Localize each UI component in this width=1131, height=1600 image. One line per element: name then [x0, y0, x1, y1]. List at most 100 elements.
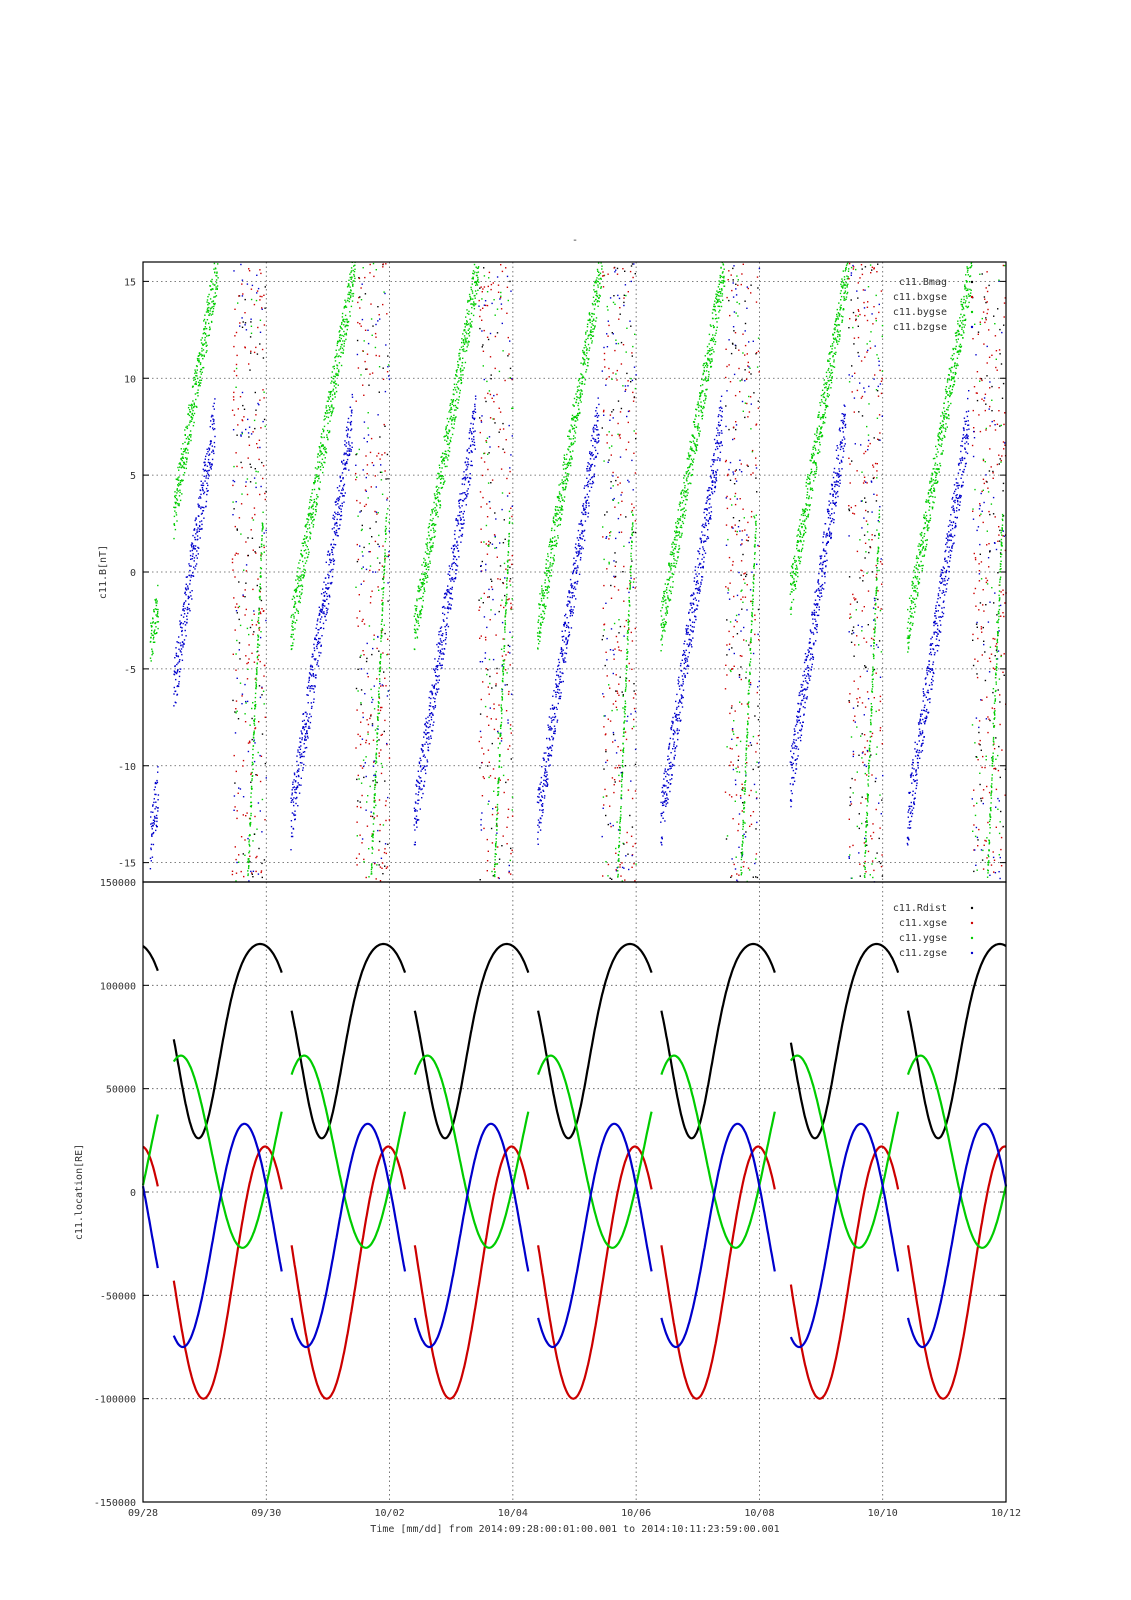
point-c11.bzgse — [424, 765, 426, 768]
point-c11.bzgse — [257, 287, 260, 290]
point-c11.bygse — [236, 710, 238, 712]
point-c11.bygse — [509, 728, 512, 730]
point-c11.bzgse — [174, 671, 176, 673]
point-c11.Bmag — [487, 669, 489, 671]
point-c11.bygse — [434, 530, 437, 532]
point-c11.bzgse — [177, 668, 179, 671]
point-c11.bzgse — [153, 819, 155, 821]
point-c11.bzgse — [322, 599, 324, 601]
point-c11.bzgse — [321, 610, 323, 612]
point-c11.bzgse — [233, 480, 236, 483]
point-c11.bzgse — [259, 636, 262, 639]
point-c11.bygse — [422, 581, 424, 584]
point-c11.bxgse — [490, 586, 493, 588]
point-c11.Bmag — [254, 468, 256, 470]
point-c11.bygse — [561, 479, 563, 481]
point-c11.bygse — [385, 527, 387, 530]
point-c11.bxgse — [231, 870, 234, 872]
point-c11.bxgse — [241, 419, 244, 422]
point-c11.bzgse — [309, 721, 312, 724]
point-c11.bzgse — [501, 665, 503, 667]
point-c11.bxgse — [499, 578, 501, 581]
point-c11.bygse — [335, 355, 338, 357]
point-c11.bygse — [547, 555, 549, 558]
point-c11.bygse — [249, 818, 252, 820]
point-c11.bzgse — [423, 754, 425, 756]
point-c11.bygse — [501, 699, 503, 701]
point-c11.bygse — [545, 567, 548, 569]
point-c11.bzgse — [465, 457, 468, 459]
point-c11.bzgse — [236, 861, 238, 864]
point-c11.bxgse — [374, 332, 377, 335]
point-c11.bygse — [505, 596, 508, 598]
point-c11.bxgse — [259, 493, 261, 496]
point-c11.bzgse — [248, 426, 251, 428]
point-c11.bygse — [497, 808, 499, 810]
point-c11.bygse — [424, 575, 426, 578]
point-c11.bzgse — [177, 641, 179, 644]
point-c11.bzgse — [448, 571, 450, 573]
point-c11.bxgse — [356, 821, 358, 823]
point-c11.bxgse — [232, 569, 234, 571]
point-c11.bzgse — [152, 843, 155, 846]
point-c11.bzgse — [561, 636, 563, 638]
point-c11.bzgse — [192, 572, 194, 574]
point-c11.bygse — [372, 833, 374, 836]
point-c11.bxgse — [366, 825, 369, 827]
point-c11.Bmag — [356, 560, 359, 563]
point-c11.bzgse — [562, 680, 564, 683]
point-c11.bygse — [495, 834, 497, 836]
point-c11.bzgse — [198, 524, 201, 527]
point-c11.bzgse — [466, 494, 468, 496]
point-c11.bygse — [387, 508, 389, 510]
point-c11.bzgse — [448, 607, 450, 609]
point-c11.bzgse — [422, 744, 424, 746]
point-c11.bygse — [495, 822, 498, 825]
point-c11.bzgse — [290, 849, 292, 851]
point-c11.bzgse — [346, 426, 348, 428]
point-c11.bzgse — [295, 787, 297, 789]
point-c11.bzgse — [489, 707, 491, 709]
point-c11.bygse — [173, 515, 176, 518]
point-c11.bxgse — [362, 384, 364, 386]
point-c11.bzgse — [465, 469, 467, 471]
point-c11.bygse — [551, 540, 553, 543]
point-c11.bzgse — [480, 824, 482, 826]
point-c11.bzgse — [427, 716, 429, 718]
point-c11.bzgse — [444, 596, 447, 598]
point-c11.bzgse — [556, 691, 559, 693]
point-c11.bygse — [542, 593, 544, 595]
point-c11.bxgse — [355, 400, 357, 402]
point-c11.bzgse — [475, 398, 477, 400]
point-c11.bxgse — [263, 675, 265, 677]
point-c11.bzgse — [464, 493, 467, 496]
point-c11.bzgse — [546, 737, 548, 740]
point-c11.bzgse — [433, 684, 436, 686]
point-c11.bygse — [548, 580, 551, 583]
point-c11.bygse — [299, 585, 302, 587]
point-c11.Bmag — [387, 355, 389, 357]
point-c11.bygse — [178, 484, 181, 486]
point-c11.bzgse — [469, 445, 472, 447]
point-c11.bygse — [451, 426, 453, 429]
point-c11.bygse — [551, 541, 553, 543]
point-c11.bzgse — [186, 585, 189, 587]
point-c11.bygse — [598, 274, 601, 276]
point-c11.bygse — [244, 854, 246, 856]
point-c11.bzgse — [337, 503, 339, 505]
point-c11.bzgse — [542, 785, 544, 788]
point-c11.bzgse — [459, 529, 461, 532]
point-c11.bygse — [199, 354, 201, 356]
point-c11.bygse — [587, 362, 589, 364]
point-c11.bygse — [254, 704, 256, 707]
point-c11.bygse — [374, 762, 377, 765]
point-c11.bygse — [473, 305, 475, 307]
point-c11.bygse — [349, 276, 351, 279]
point-c11.bygse — [190, 439, 192, 442]
point-c11.bygse — [297, 610, 299, 612]
point-c11.bxgse — [248, 270, 251, 272]
point-c11.bygse — [324, 449, 326, 451]
point-c11.bygse — [206, 309, 208, 311]
point-c11.bzgse — [456, 565, 459, 567]
point-c11.bxgse — [255, 346, 257, 349]
